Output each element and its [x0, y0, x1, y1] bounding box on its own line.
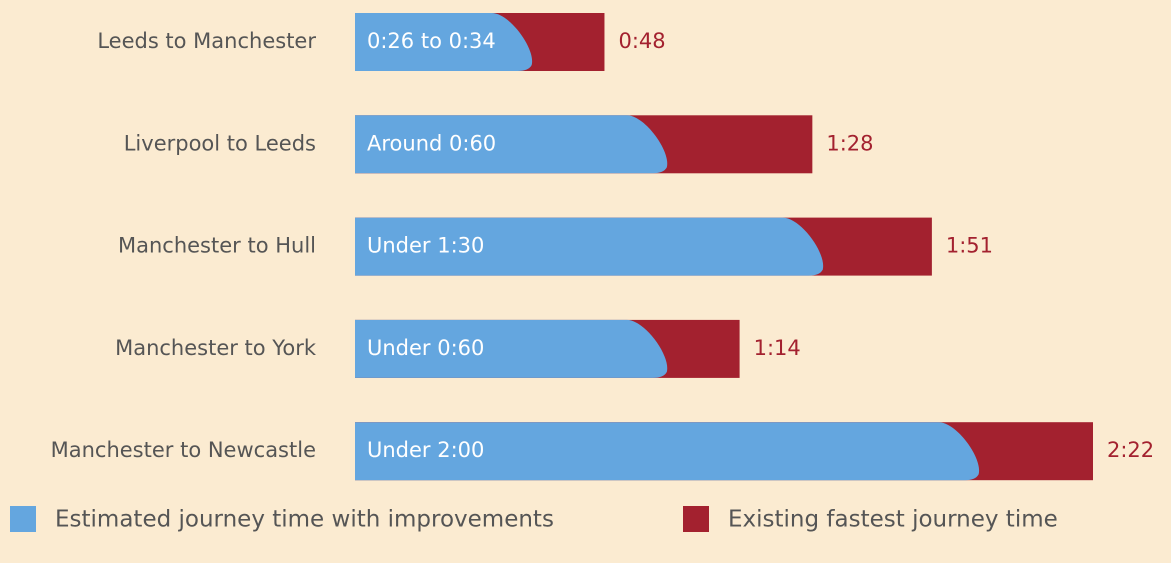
value-label-existing: 2:22 [1107, 438, 1154, 462]
legend-swatch [683, 506, 709, 532]
category-label: Manchester to Newcastle [51, 438, 316, 462]
value-label-estimated: Under 0:60 [367, 336, 484, 360]
bar-estimated [355, 13, 533, 71]
value-label-existing: 1:14 [754, 336, 801, 360]
value-label-existing: 1:51 [946, 234, 993, 258]
value-label-estimated: Under 1:30 [367, 234, 484, 258]
category-label: Manchester to York [115, 336, 317, 360]
value-label-estimated: 0:26 to 0:34 [367, 29, 496, 53]
bar-estimated [355, 217, 824, 276]
legend-label: Estimated journey time with improvements [55, 507, 554, 533]
category-label: Liverpool to Leeds [124, 131, 316, 155]
bar-estimated [355, 422, 980, 481]
value-label-estimated: Around 0:60 [367, 131, 496, 155]
category-label: Manchester to Hull [118, 234, 316, 258]
legend-label: Existing fastest journey time [728, 507, 1058, 533]
value-label-estimated: Under 2:00 [367, 438, 484, 462]
bar-estimated [355, 319, 668, 378]
value-label-existing: 0:48 [618, 29, 665, 53]
category-label: Leeds to Manchester [97, 29, 316, 53]
value-label-existing: 1:28 [826, 131, 873, 155]
legend-swatch [10, 506, 36, 532]
bar-estimated [355, 115, 668, 174]
